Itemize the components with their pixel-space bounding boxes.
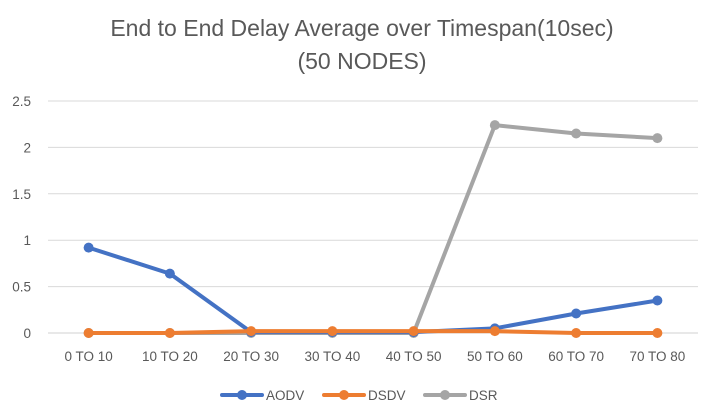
series-line-dsr bbox=[86, 123, 660, 335]
legend-label: DSR bbox=[469, 388, 498, 403]
chart-title: End to End Delay Average over Timespan(1… bbox=[110, 15, 613, 41]
series-dsdv bbox=[83, 326, 663, 338]
y-tick-label: 2.5 bbox=[12, 94, 31, 109]
data-point-dsdv bbox=[571, 328, 582, 338]
data-point-dsdv bbox=[164, 328, 175, 338]
x-tick-label: 20 TO 30 bbox=[223, 349, 279, 364]
legend-label: AODV bbox=[266, 388, 304, 403]
x-axis-tick-labels: 0 TO 10 10 TO 20 20 TO 30 30 TO 40 40 TO 50 5… bbox=[64, 349, 685, 364]
legend-item-aodv: AODV bbox=[220, 388, 304, 403]
x-tick-label: 0 TO 10 bbox=[64, 349, 112, 364]
y-tick-label: 1.5 bbox=[12, 187, 31, 202]
y-tick-label: 1 bbox=[23, 233, 31, 248]
data-point-aodv bbox=[83, 242, 94, 253]
legend: AODV DSDV DSR bbox=[220, 388, 498, 403]
data-point-dsr bbox=[652, 133, 663, 144]
data-point-dsr bbox=[571, 128, 582, 139]
series-aodv bbox=[83, 242, 663, 338]
x-tick-label: 60 TO 70 bbox=[548, 349, 604, 364]
series-lines bbox=[83, 120, 663, 338]
data-point-dsdv bbox=[83, 328, 94, 338]
series-dsr bbox=[83, 120, 663, 338]
data-point-dsdv bbox=[489, 326, 500, 337]
y-tick-label: 0.5 bbox=[12, 280, 31, 295]
legend-swatch-marker bbox=[339, 390, 349, 400]
x-tick-label: 70 TO 80 bbox=[629, 349, 685, 364]
chart-subtitle: (50 NODES) bbox=[297, 48, 426, 74]
x-tick-label: 50 TO 60 bbox=[467, 349, 523, 364]
data-point-dsdv bbox=[246, 326, 257, 337]
y-axis-tick-labels: 0 0.5 1 1.5 2 2.5 bbox=[12, 94, 31, 341]
data-point-dsr bbox=[489, 120, 500, 131]
x-tick-label: 40 TO 50 bbox=[386, 349, 442, 364]
x-tick-label: 10 TO 20 bbox=[142, 349, 198, 364]
legend-swatch-marker bbox=[237, 390, 247, 400]
series-line-aodv bbox=[86, 245, 660, 335]
legend-item-dsdv: DSDV bbox=[322, 388, 406, 403]
data-point-aodv bbox=[652, 295, 663, 306]
x-tick-label: 30 TO 40 bbox=[304, 349, 360, 364]
data-point-aodv bbox=[164, 268, 175, 279]
legend-swatch-marker bbox=[440, 390, 450, 400]
y-tick-label: 2 bbox=[23, 140, 31, 155]
data-point-dsdv bbox=[652, 328, 663, 338]
data-point-dsdv bbox=[408, 326, 419, 337]
series-line-dsdv bbox=[86, 329, 660, 335]
data-point-aodv bbox=[571, 308, 582, 319]
data-point-dsdv bbox=[327, 326, 338, 337]
legend-label: DSDV bbox=[368, 388, 406, 403]
y-tick-label: 0 bbox=[23, 326, 31, 341]
legend-item-dsr: DSR bbox=[423, 388, 498, 403]
